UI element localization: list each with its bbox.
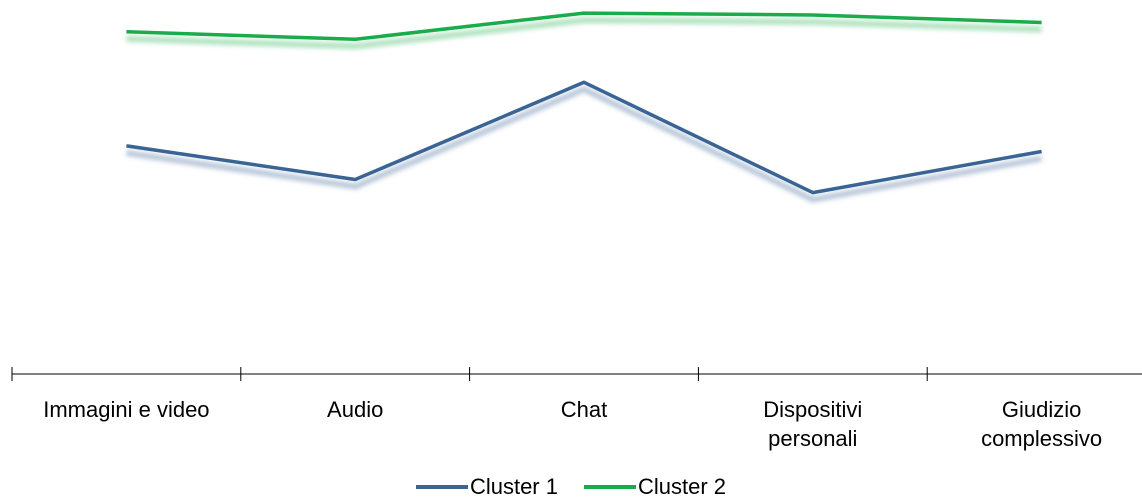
x-tick-label: Dispositivi personali: [763, 397, 862, 451]
x-tick-labels: Immagini e video Audio Chat Dispositivi pers…: [43, 397, 1102, 451]
legend-entry-cluster-1: Cluster 1: [415, 474, 558, 499]
x-tick-label: Immagini e video: [43, 397, 209, 422]
legend-label-cluster-2: Cluster 2: [638, 474, 727, 499]
series-layer: [125, 11, 1043, 203]
x-tick-label: Giudizio complessivo: [981, 397, 1102, 451]
x-tick-label: Audio: [327, 397, 383, 422]
x-tick-label: Chat: [561, 397, 607, 422]
line-chart: Immagini e video Audio Chat Dispositivi pers…: [11, 11, 1142, 451]
series-shadow-cluster-1: [125, 85, 1043, 203]
x-tick-label-line: Immagini e video: [43, 397, 209, 422]
x-tick-label-line: Audio: [327, 397, 383, 422]
x-tick-label-line: personali: [768, 426, 857, 451]
x-tick-label-line: complessivo: [981, 426, 1102, 451]
legend-label-cluster-1: Cluster 1: [469, 474, 558, 499]
legend-entry-cluster-2: Cluster 2: [584, 476, 726, 498]
legend: Cluster 1 Cluster 2: [0, 470, 1142, 504]
x-tick-label-line: Chat: [561, 397, 607, 422]
legend-swatch-cluster-1: [415, 485, 468, 489]
legend-swatch-cluster-2: [584, 485, 636, 489]
series-shadow-cluster-2: [126, 17, 1042, 50]
x-tick-label-line: Giudizio: [1002, 397, 1081, 422]
series-line-cluster-2: [126, 11, 1042, 42]
x-tick-label-line: Dispositivi: [763, 397, 862, 422]
x-axis: [11, 367, 1142, 381]
series-line-cluster-1: [126, 80, 1042, 195]
